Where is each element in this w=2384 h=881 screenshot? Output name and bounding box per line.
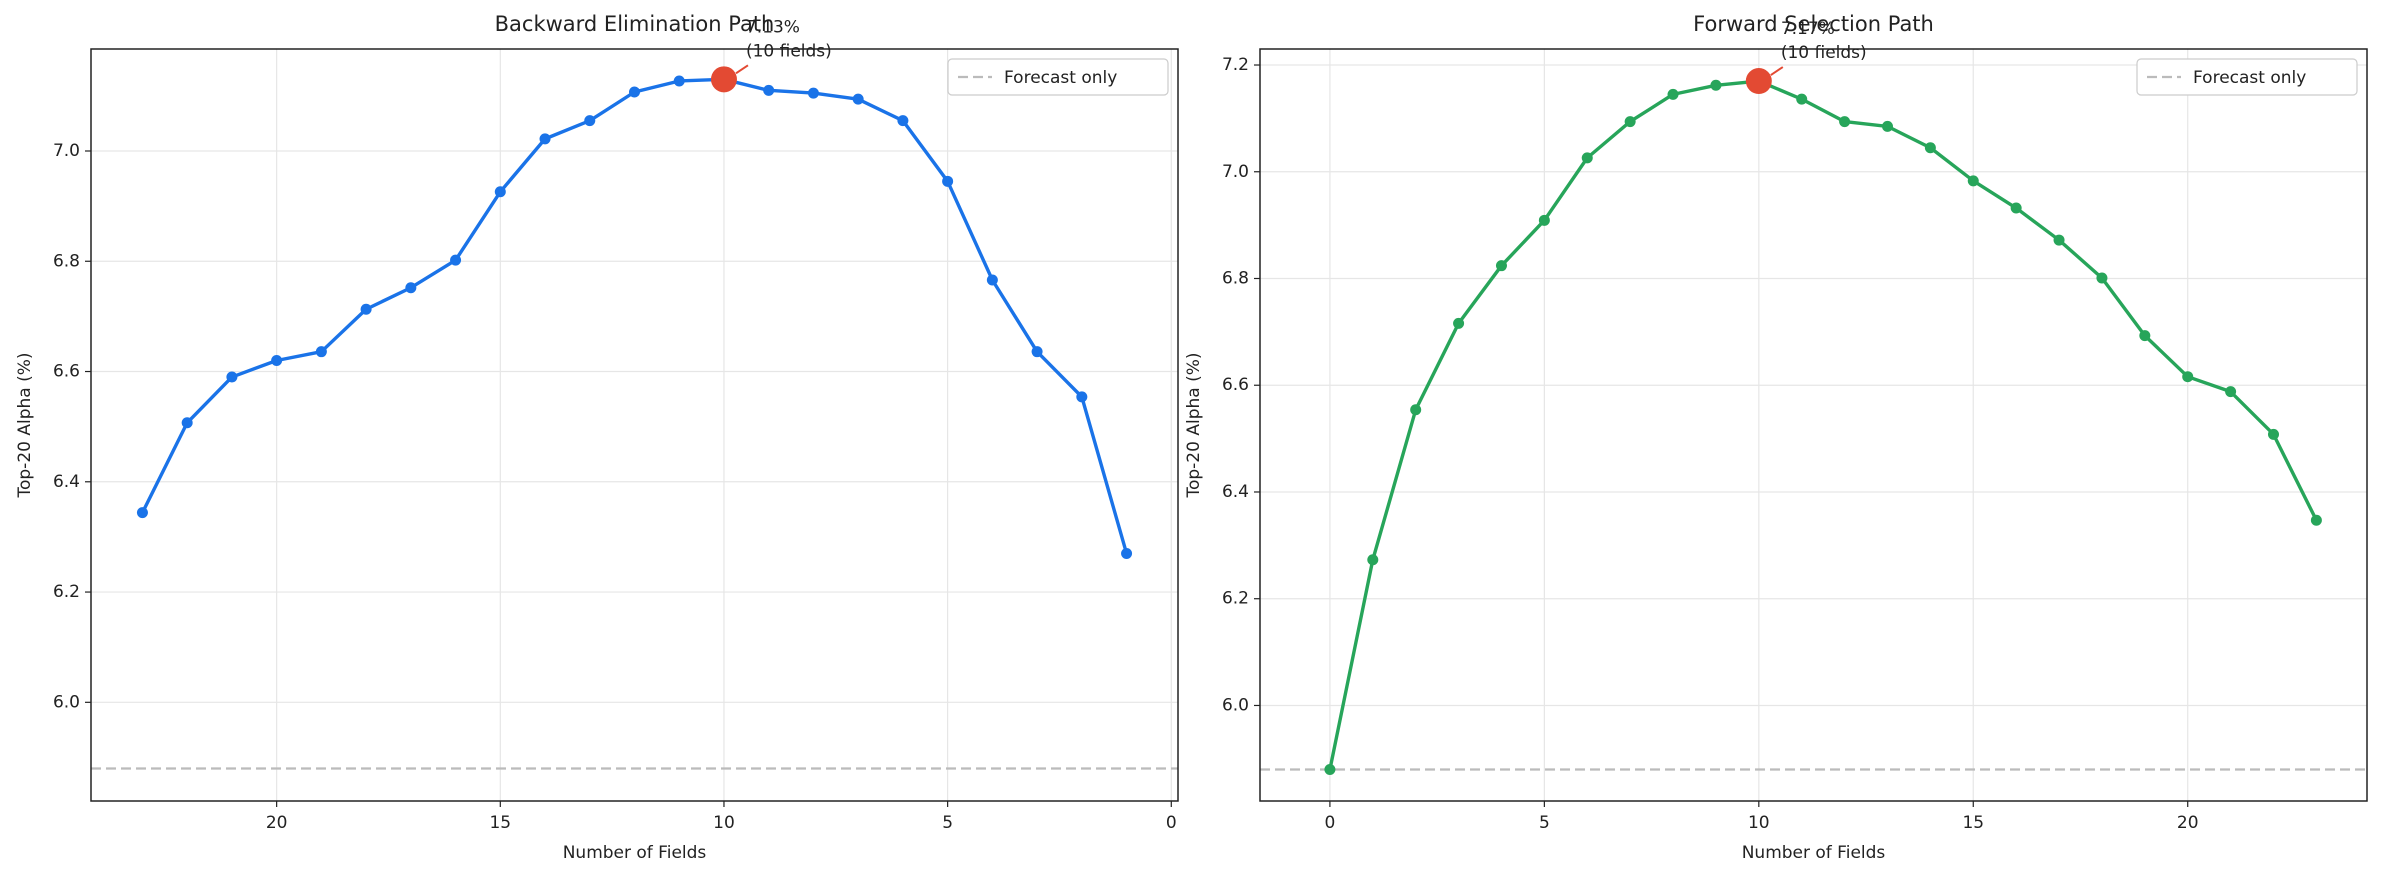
y-axis-label: Top-20 Alpha (%) xyxy=(1184,352,1204,498)
y-tick-label: 6.8 xyxy=(53,251,80,271)
annotation-arrow xyxy=(735,64,749,75)
data-point xyxy=(2096,272,2108,284)
y-tick-label: 6.2 xyxy=(1222,589,1249,609)
axes: 6.0 6.2 6.4 6.6 6.8 7.0 7.2 0 5 10 15 20 7.17% (10 fi… xyxy=(1184,12,2368,863)
y-tick-label: 7.2 xyxy=(1222,55,1249,75)
data-point xyxy=(1367,554,1379,566)
data-point xyxy=(1624,116,1636,128)
x-tick-label: 10 xyxy=(713,813,735,833)
annotation-text: 7.17% xyxy=(1781,19,1835,39)
data-point xyxy=(315,346,327,358)
data-point xyxy=(405,282,417,294)
annotation-arrow xyxy=(1770,66,1784,76)
data-point xyxy=(271,354,283,366)
data-point xyxy=(1324,764,1336,776)
data-point xyxy=(494,186,506,198)
data-point xyxy=(2053,234,2065,246)
x-tick-label: 0 xyxy=(1166,813,1177,833)
y-tick-label: 6.4 xyxy=(1222,482,1249,502)
y-tick-label: 6.0 xyxy=(1222,695,1249,715)
data-point xyxy=(1076,391,1088,403)
data-point xyxy=(1881,120,1893,132)
y-axis-label: Top-20 Alpha (%) xyxy=(15,352,35,498)
x-tick-label: 20 xyxy=(2177,813,2199,833)
data-point xyxy=(1453,317,1465,329)
data-point xyxy=(1796,93,1808,105)
x-tick-label: 5 xyxy=(942,813,953,833)
data-point xyxy=(450,254,462,266)
y-tick-label: 7.0 xyxy=(1222,162,1249,182)
plot-frame xyxy=(1259,48,2368,802)
x-tick-label: 20 xyxy=(266,813,288,833)
data-point xyxy=(1495,260,1507,272)
data-point xyxy=(1410,404,1422,416)
data-point xyxy=(673,75,685,87)
data-point xyxy=(1667,88,1679,100)
data-point xyxy=(629,86,640,98)
data-point xyxy=(1581,152,1593,164)
data-point xyxy=(2182,371,2194,383)
data-point xyxy=(807,87,819,99)
best-point xyxy=(1745,68,1772,95)
data-point xyxy=(763,84,775,96)
data-point xyxy=(1924,142,1936,154)
y-tick-label: 6.4 xyxy=(53,472,80,492)
x-axis-label: Number of Fields xyxy=(1742,843,1886,863)
data-point xyxy=(539,133,551,145)
data-point xyxy=(986,274,998,286)
legend-box xyxy=(947,58,1169,96)
data-point xyxy=(897,115,909,127)
annotation-text: (10 fields) xyxy=(1781,43,1867,63)
data-line xyxy=(1328,79,2318,770)
data-point xyxy=(852,93,864,105)
y-tick-label: 6.6 xyxy=(53,362,80,382)
y-tick-label: 6.6 xyxy=(1222,375,1249,395)
chart-title: Backward Elimination Path xyxy=(495,12,775,36)
data-point xyxy=(1710,79,1722,91)
x-tick-label: 10 xyxy=(1748,813,1770,833)
legend-box xyxy=(2136,58,2358,96)
annotation-text: 7.13% xyxy=(746,17,800,37)
y-tick-label: 6.2 xyxy=(53,582,80,602)
data-point xyxy=(2139,330,2151,342)
legend-label: Forecast only xyxy=(2193,68,2306,88)
data-point xyxy=(942,175,954,187)
data-point xyxy=(1967,175,1979,187)
data-point xyxy=(226,371,238,383)
plot-frame xyxy=(90,48,1179,802)
annotation-text: (10 fields) xyxy=(746,41,832,61)
chart-title: Forward Selection Path xyxy=(1693,12,1934,36)
data-point xyxy=(360,303,372,315)
data-point xyxy=(1839,116,1851,128)
x-tick-label: 5 xyxy=(1539,813,1550,833)
data-point xyxy=(2010,202,2022,214)
data-point xyxy=(1538,214,1550,226)
data-point xyxy=(2267,428,2279,440)
legend-label: Forecast only xyxy=(1004,68,1117,88)
data-point xyxy=(1031,346,1043,358)
best-point xyxy=(710,66,737,93)
x-tick-label: 15 xyxy=(489,813,511,833)
axes: 6.0 6.2 6.4 6.6 6.8 7.0 20 15 10 5 0 7.13% (10 field… xyxy=(15,12,1179,863)
x-tick-label: 0 xyxy=(1324,813,1335,833)
y-tick-label: 7.0 xyxy=(53,141,80,161)
data-point xyxy=(136,507,148,519)
data-point xyxy=(2225,386,2237,398)
y-tick-label: 6.0 xyxy=(53,692,80,712)
data-point xyxy=(181,417,193,429)
data-point xyxy=(2310,514,2322,526)
y-tick-label: 6.8 xyxy=(1222,268,1249,288)
data-point xyxy=(1121,547,1133,559)
x-tick-label: 15 xyxy=(1962,813,1984,833)
data-point xyxy=(584,115,596,127)
x-axis-label: Number of Fields xyxy=(563,843,707,863)
